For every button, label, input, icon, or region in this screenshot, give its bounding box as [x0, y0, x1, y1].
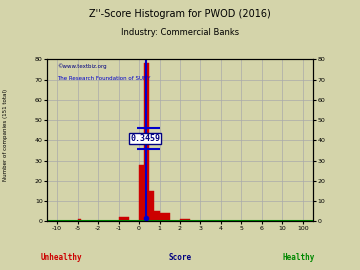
- Bar: [144, 63, 149, 221]
- Bar: [118, 217, 129, 221]
- Text: The Research Foundation of SUNY: The Research Foundation of SUNY: [57, 76, 150, 81]
- Text: Unhealthy: Unhealthy: [40, 253, 82, 262]
- Text: Healthy: Healthy: [283, 253, 315, 262]
- Text: ©www.textbiz.org: ©www.textbiz.org: [57, 63, 107, 69]
- Bar: [149, 191, 154, 221]
- Text: 0.3459: 0.3459: [130, 134, 160, 143]
- Bar: [159, 213, 170, 221]
- Text: Industry: Commercial Banks: Industry: Commercial Banks: [121, 28, 239, 37]
- Text: Number of companies (151 total): Number of companies (151 total): [3, 89, 8, 181]
- Bar: [77, 219, 81, 221]
- Text: Score: Score: [168, 253, 192, 262]
- Bar: [154, 211, 159, 221]
- Bar: [139, 165, 144, 221]
- Text: Z''-Score Histogram for PWOD (2016): Z''-Score Histogram for PWOD (2016): [89, 9, 271, 19]
- Bar: [180, 219, 190, 221]
